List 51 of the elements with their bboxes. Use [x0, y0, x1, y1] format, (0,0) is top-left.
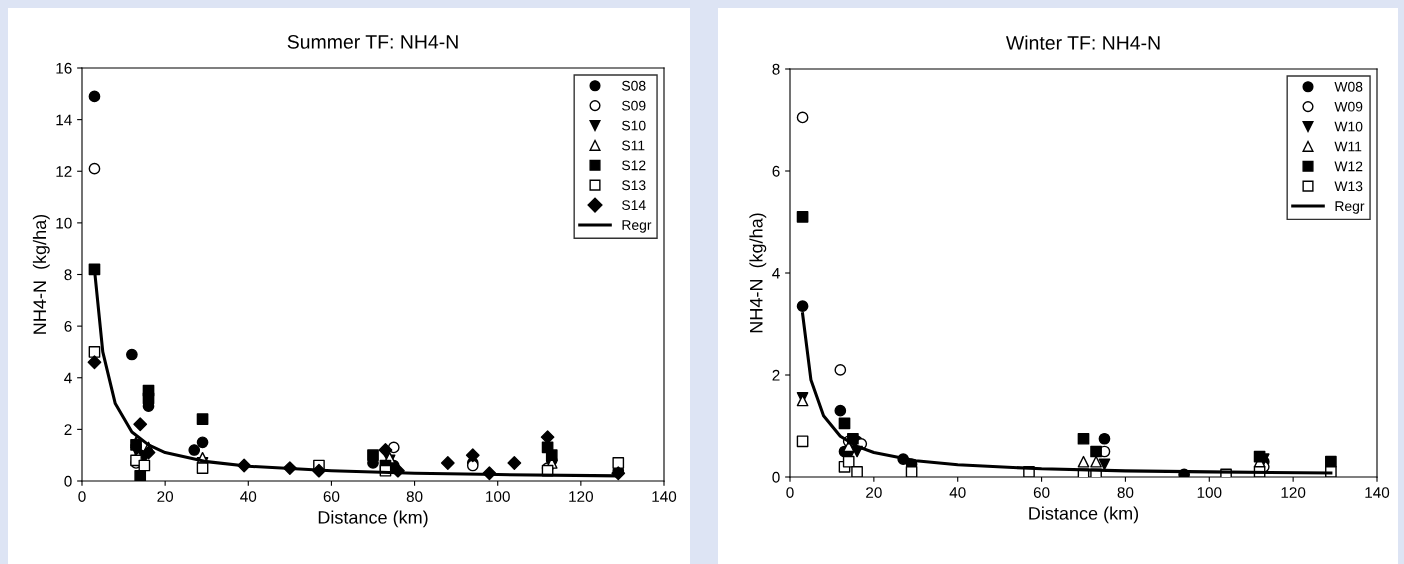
legend-label: S10 — [622, 120, 646, 131]
y-tick-label: 4 — [64, 372, 72, 384]
legend-label: S12 — [622, 160, 646, 171]
x-tick-label: 80 — [1117, 487, 1134, 498]
x-tick-label: 20 — [866, 487, 882, 498]
legend-label: S08 — [622, 80, 646, 91]
y-tick-label: 4 — [772, 268, 780, 279]
y-tick-label: 16 — [56, 62, 72, 74]
y-tick-label: 0 — [64, 475, 72, 487]
x-tick-label: 80 — [406, 491, 423, 502]
x-tick-label: 100 — [486, 491, 510, 502]
legend-label: Regr — [622, 220, 652, 233]
legend-label: S14 — [622, 200, 646, 211]
x-tick-label: 120 — [1281, 487, 1306, 498]
legend-label: W10 — [1334, 121, 1363, 132]
x-tick-label: 60 — [1033, 487, 1050, 498]
x-tick-label: 20 — [157, 491, 174, 502]
y-tick-label: 2 — [64, 424, 72, 435]
x-axis-title: Distance (km) — [1029, 506, 1139, 524]
x-tick-label: 0 — [786, 487, 794, 498]
x-tick-label: 60 — [323, 491, 340, 502]
y-tick-label: 2 — [772, 369, 780, 381]
y-tick-label: 10 — [56, 217, 72, 229]
legend-label: Regr — [1335, 201, 1365, 214]
y-tick-label: 0 — [772, 471, 780, 483]
legend-label: S09 — [622, 100, 646, 111]
y-tick-label: 6 — [772, 165, 780, 177]
y-tick-label: 14 — [56, 114, 72, 126]
x-tick-label: 140 — [1365, 487, 1390, 498]
y-tick-label: 6 — [64, 320, 72, 332]
legend-label: W12 — [1334, 161, 1363, 172]
x-tick-label: 120 — [569, 491, 594, 502]
y-axis-title: NH4-N (kg/ha) — [32, 214, 50, 334]
legend-label: W11 — [1334, 141, 1362, 152]
x-tick-label: 0 — [78, 491, 86, 502]
y-axis-title: NH4-N (kg/ha) — [749, 213, 767, 333]
legend-label: W13 — [1334, 181, 1363, 192]
legend-label: W08 — [1334, 81, 1363, 92]
x-tick-label: 40 — [240, 491, 257, 502]
y-tick-label: 12 — [56, 166, 72, 177]
legend-label: W09 — [1334, 101, 1363, 112]
legend-label: S11 — [622, 140, 645, 151]
x-axis-title: Distance (km) — [318, 510, 428, 528]
y-tick-label: 8 — [772, 63, 780, 75]
chart-title: Summer TF: NH4-N — [287, 34, 458, 49]
y-tick-label: 8 — [64, 269, 72, 281]
x-tick-label: 100 — [1197, 487, 1222, 498]
legend-label: S13 — [622, 180, 646, 191]
x-tick-label: 140 — [652, 491, 677, 502]
chart-title: Winter TF: NH4-N — [1005, 35, 1160, 50]
x-tick-label: 40 — [949, 487, 966, 498]
